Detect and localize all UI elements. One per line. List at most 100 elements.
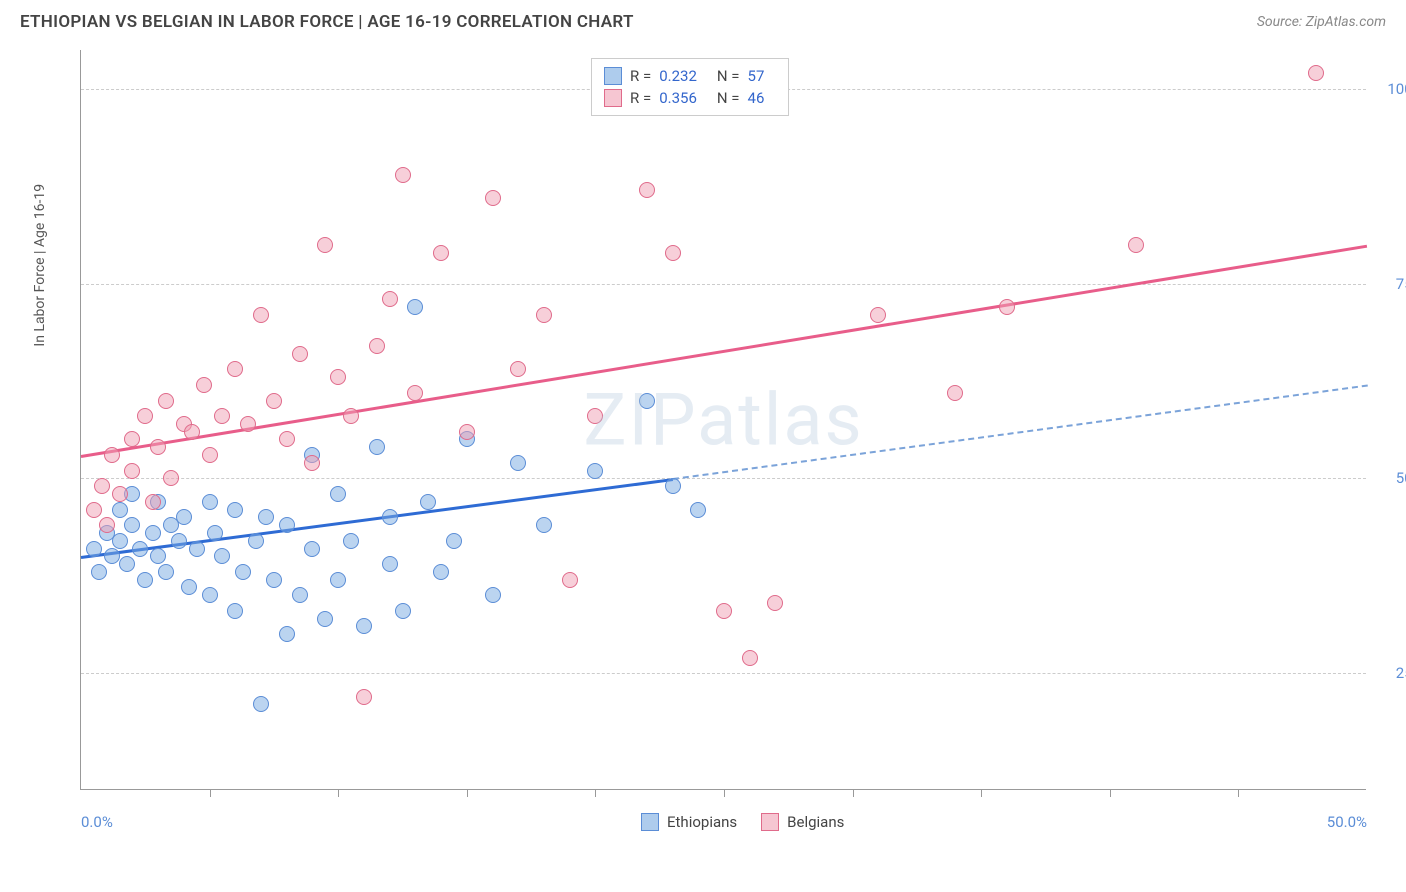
marker-belgians xyxy=(485,190,501,206)
swatch-blue-icon xyxy=(604,67,622,85)
xtick xyxy=(853,789,854,797)
marker-ethiopians xyxy=(587,463,603,479)
marker-ethiopians xyxy=(407,299,423,315)
y-axis-label: In Labor Force | Age 16-19 xyxy=(32,184,48,347)
marker-belgians xyxy=(433,245,449,261)
marker-belgians xyxy=(369,338,385,354)
marker-ethiopians xyxy=(330,486,346,502)
marker-belgians xyxy=(279,431,295,447)
marker-belgians xyxy=(99,517,115,533)
gridline-h xyxy=(81,478,1366,479)
marker-belgians xyxy=(163,470,179,486)
marker-ethiopians xyxy=(132,541,148,557)
swatch-pink-icon xyxy=(604,89,622,107)
marker-ethiopians xyxy=(104,548,120,564)
gridline-h xyxy=(81,284,1366,285)
marker-ethiopians xyxy=(485,587,501,603)
gridline-h xyxy=(81,673,1366,674)
marker-belgians xyxy=(112,486,128,502)
marker-ethiopians xyxy=(317,611,333,627)
marker-ethiopians xyxy=(395,603,411,619)
xtick xyxy=(595,789,596,797)
marker-belgians xyxy=(947,385,963,401)
marker-ethiopians xyxy=(145,525,161,541)
swatch-blue-icon xyxy=(641,813,659,831)
r-label: R = xyxy=(630,67,651,85)
marker-ethiopians xyxy=(304,541,320,557)
marker-ethiopians xyxy=(86,541,102,557)
marker-belgians xyxy=(665,245,681,261)
marker-ethiopians xyxy=(433,564,449,580)
xtick xyxy=(338,789,339,797)
marker-ethiopians xyxy=(202,494,218,510)
marker-belgians xyxy=(214,408,230,424)
marker-ethiopians xyxy=(369,439,385,455)
marker-ethiopians xyxy=(248,533,264,549)
marker-belgians xyxy=(639,182,655,198)
legend-row-belgians: R = 0.356 N = 46 xyxy=(604,87,776,109)
marker-belgians xyxy=(94,478,110,494)
marker-belgians xyxy=(317,237,333,253)
marker-ethiopians xyxy=(207,525,223,541)
marker-belgians xyxy=(407,385,423,401)
xtick-label: 0.0% xyxy=(81,813,113,831)
marker-ethiopians xyxy=(510,455,526,471)
marker-belgians xyxy=(999,299,1015,315)
marker-ethiopians xyxy=(279,517,295,533)
marker-belgians xyxy=(382,291,398,307)
marker-belgians xyxy=(767,595,783,611)
xtick xyxy=(467,789,468,797)
chart-source: Source: ZipAtlas.com xyxy=(1257,14,1386,30)
marker-ethiopians xyxy=(202,587,218,603)
legend-row-ethiopians: R = 0.232 N = 57 xyxy=(604,65,776,87)
xtick-label: 50.0% xyxy=(1327,813,1367,831)
r-label: R = xyxy=(630,89,651,107)
n-value-belgians: 46 xyxy=(748,89,765,107)
trendline xyxy=(81,245,1367,458)
xtick xyxy=(1110,789,1111,797)
chart-title: ETHIOPIAN VS BELGIAN IN LABOR FORCE | AG… xyxy=(20,12,634,32)
plot-area: ZIPatlas R = 0.232 N = 57 R = 0.356 N = … xyxy=(80,50,1366,790)
marker-ethiopians xyxy=(150,548,166,564)
marker-belgians xyxy=(86,502,102,518)
chart-container: In Labor Force | Age 16-19 ZIPatlas R = … xyxy=(50,50,1386,830)
marker-ethiopians xyxy=(91,564,107,580)
marker-ethiopians xyxy=(292,587,308,603)
marker-ethiopians xyxy=(420,494,436,510)
legend-item-belgians: Belgians xyxy=(761,813,844,831)
marker-ethiopians xyxy=(330,572,346,588)
marker-ethiopians xyxy=(171,533,187,549)
legend-label: Ethiopians xyxy=(667,813,737,831)
marker-belgians xyxy=(137,408,153,424)
xtick xyxy=(210,789,211,797)
marker-belgians xyxy=(240,416,256,432)
marker-belgians xyxy=(253,307,269,323)
watermark: ZIPatlas xyxy=(583,377,863,462)
ytick-label: 25.0% xyxy=(1396,664,1406,682)
marker-belgians xyxy=(202,447,218,463)
trendline xyxy=(672,385,1367,480)
marker-belgians xyxy=(870,307,886,323)
marker-belgians xyxy=(124,431,140,447)
marker-belgians xyxy=(395,167,411,183)
marker-ethiopians xyxy=(382,509,398,525)
marker-belgians xyxy=(304,455,320,471)
marker-belgians xyxy=(1128,237,1144,253)
n-value-ethiopians: 57 xyxy=(748,67,765,85)
marker-ethiopians xyxy=(446,533,462,549)
chart-header: ETHIOPIAN VS BELGIAN IN LABOR FORCE | AG… xyxy=(0,0,1406,40)
xtick xyxy=(981,789,982,797)
marker-belgians xyxy=(104,447,120,463)
marker-ethiopians xyxy=(176,509,192,525)
marker-belgians xyxy=(562,572,578,588)
marker-ethiopians xyxy=(266,572,282,588)
marker-belgians xyxy=(184,424,200,440)
swatch-pink-icon xyxy=(761,813,779,831)
marker-belgians xyxy=(145,494,161,510)
marker-belgians xyxy=(343,408,359,424)
marker-ethiopians xyxy=(227,603,243,619)
ytick-label: 50.0% xyxy=(1396,469,1406,487)
marker-ethiopians xyxy=(639,393,655,409)
marker-belgians xyxy=(227,361,243,377)
marker-belgians xyxy=(196,377,212,393)
